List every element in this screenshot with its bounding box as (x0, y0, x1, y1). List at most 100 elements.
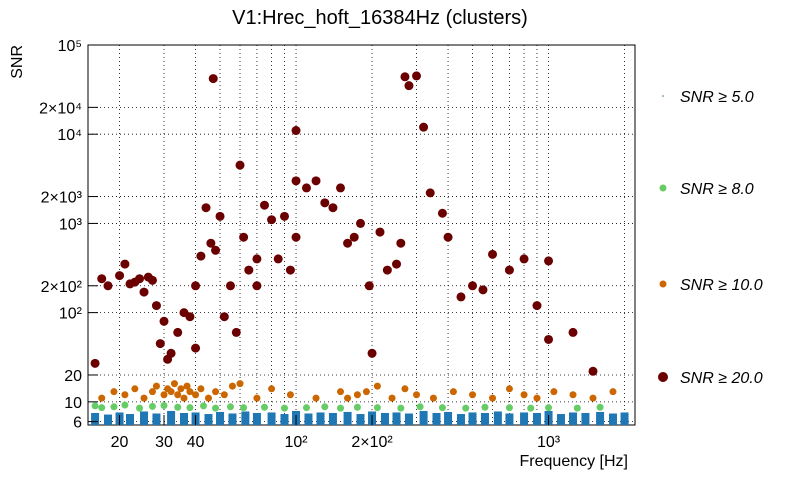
data-point (167, 410, 176, 425)
data-point (328, 203, 338, 213)
y-tick-label: 6 (73, 415, 82, 432)
data-points (90, 71, 629, 425)
data-point (478, 285, 488, 295)
data-point (167, 388, 175, 396)
data-point (225, 281, 235, 291)
data-point (468, 412, 477, 425)
data-point (244, 265, 254, 275)
data-point (544, 256, 554, 266)
data-point (241, 411, 250, 425)
data-point (177, 385, 185, 393)
data-point (212, 404, 220, 412)
y-tick-label: 10 (64, 395, 82, 412)
data-point (285, 265, 295, 275)
data-point (166, 348, 176, 358)
data-point (556, 414, 565, 425)
data-point (121, 401, 129, 409)
legend-label: SNR ≥ 5.0 (680, 89, 754, 106)
grid-lines (88, 44, 635, 425)
data-point (239, 232, 249, 242)
data-point (148, 388, 156, 396)
data-point (401, 385, 409, 393)
data-point (373, 404, 381, 412)
data-point (320, 198, 330, 208)
data-point (488, 249, 498, 259)
data-point (416, 403, 424, 411)
data-point (98, 394, 106, 402)
data-point (545, 404, 553, 412)
data-point (489, 394, 497, 402)
x-tick-label: 20 (111, 434, 129, 451)
legend-label: SNR ≥ 10.0 (680, 277, 763, 294)
data-point (267, 412, 276, 425)
data-point (259, 200, 269, 210)
data-point (231, 327, 241, 337)
data-point (211, 245, 221, 255)
data-point (432, 412, 441, 425)
data-point (404, 413, 413, 425)
y-tick-label: 2×10⁴ (39, 100, 82, 117)
data-point (280, 404, 288, 412)
data-point (380, 412, 389, 425)
data-point (103, 281, 113, 291)
data-point (252, 412, 261, 425)
data-point (302, 404, 310, 412)
data-point (140, 394, 148, 402)
data-point (228, 382, 236, 390)
data-point (568, 327, 578, 337)
data-point (226, 403, 234, 411)
data-point (91, 412, 100, 425)
data-point (373, 382, 381, 390)
data-point (136, 404, 144, 412)
data-point (199, 402, 207, 410)
data-point (425, 188, 435, 198)
data-point (260, 403, 268, 411)
data-point (267, 215, 277, 225)
data-point (140, 411, 149, 425)
data-point (388, 394, 396, 402)
data-point (419, 410, 428, 425)
data-point (438, 404, 446, 412)
x-tick-label: 10³ (537, 434, 561, 451)
data-point (469, 391, 477, 399)
data-point (520, 391, 528, 399)
data-point (125, 414, 134, 425)
data-point (353, 391, 361, 399)
data-point (505, 404, 513, 412)
data-point (236, 380, 244, 388)
data-point (481, 403, 489, 411)
data-point (620, 412, 629, 425)
data-point (404, 81, 414, 91)
data-point (344, 394, 352, 402)
data-point (419, 122, 429, 132)
data-point (316, 412, 325, 425)
data-point (456, 414, 465, 425)
x-tick-label: 10² (284, 434, 308, 451)
data-point (152, 382, 160, 390)
legend-label: SNR ≥ 8.0 (680, 181, 754, 198)
data-point (362, 388, 370, 396)
legend: SNR ≥ 5.0 SNR ≥ 8.0 SNR ≥ 10.0 SNR ≥ 20.0 (658, 89, 763, 387)
axes: 20 30 40 10² 2×10² 10³ 6 10 20 10² 2×10² 10³ 2×10³ 10… (39, 38, 561, 451)
data-point (392, 412, 401, 425)
x-tick-label: 40 (187, 434, 205, 451)
data-point (120, 259, 130, 269)
data-point (462, 404, 470, 412)
data-point (396, 238, 406, 248)
data-point (147, 275, 157, 285)
data-point (336, 183, 346, 193)
data-point (180, 394, 188, 402)
y-tick-label: 10⁴ (57, 127, 82, 144)
data-point (97, 274, 107, 284)
data-point (174, 391, 182, 399)
data-point (493, 411, 502, 425)
data-point (279, 211, 289, 221)
data-point (131, 385, 139, 393)
data-point (197, 385, 205, 393)
data-point (110, 388, 118, 396)
y-tick-label: 20 (64, 368, 82, 385)
series-0 (91, 410, 629, 425)
data-point (155, 339, 165, 349)
data-point (312, 394, 320, 402)
series-2 (98, 380, 617, 402)
